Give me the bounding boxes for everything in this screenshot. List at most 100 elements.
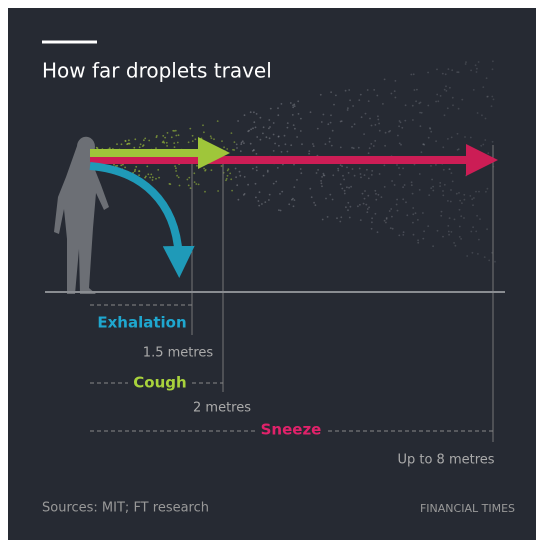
droplet xyxy=(269,107,272,110)
droplet xyxy=(363,133,365,136)
droplet xyxy=(203,131,205,134)
droplet xyxy=(329,121,332,124)
droplet xyxy=(367,100,370,102)
droplet xyxy=(176,174,179,177)
droplet xyxy=(367,152,370,155)
droplet xyxy=(451,96,454,99)
droplet xyxy=(479,218,481,221)
droplet xyxy=(427,225,430,228)
droplet xyxy=(203,142,206,145)
droplet xyxy=(143,139,145,142)
droplet xyxy=(250,128,253,131)
droplet xyxy=(352,105,354,107)
droplet xyxy=(255,169,258,172)
droplet xyxy=(371,217,373,220)
droplet xyxy=(243,114,246,117)
droplet xyxy=(488,259,491,262)
droplet xyxy=(374,212,377,215)
droplet xyxy=(482,86,485,88)
droplet xyxy=(348,89,351,91)
source: Sources: MIT; FT research xyxy=(42,501,209,516)
droplet xyxy=(328,137,331,140)
droplet xyxy=(403,184,406,186)
droplet xyxy=(113,163,115,166)
droplet xyxy=(446,107,449,110)
droplet xyxy=(282,163,284,166)
droplet xyxy=(435,164,437,166)
droplet xyxy=(256,136,259,138)
droplet xyxy=(453,242,455,244)
droplet xyxy=(412,221,414,224)
droplet xyxy=(193,172,196,175)
droplet xyxy=(474,64,477,67)
droplet xyxy=(266,170,269,173)
droplet xyxy=(336,217,338,220)
droplet xyxy=(293,186,296,189)
droplet xyxy=(331,198,334,201)
droplet xyxy=(423,230,425,233)
droplet xyxy=(346,166,348,169)
droplet xyxy=(492,60,494,63)
droplet xyxy=(370,227,373,230)
droplet xyxy=(350,185,352,188)
droplet xyxy=(149,176,152,179)
droplet xyxy=(400,143,402,146)
droplet xyxy=(240,141,243,144)
droplet xyxy=(296,179,298,181)
droplet xyxy=(272,122,275,124)
droplet xyxy=(465,174,467,177)
droplet xyxy=(277,114,280,117)
droplet xyxy=(436,229,439,232)
droplet xyxy=(363,174,366,177)
droplet xyxy=(337,169,340,172)
droplet xyxy=(255,166,258,169)
droplet xyxy=(187,141,190,144)
droplet xyxy=(241,140,244,143)
droplet xyxy=(385,221,387,224)
droplet xyxy=(412,213,415,216)
droplet xyxy=(377,118,380,121)
droplet xyxy=(332,174,335,177)
droplet xyxy=(116,164,119,167)
droplet xyxy=(448,168,451,171)
droplet xyxy=(482,143,485,146)
droplet xyxy=(478,190,480,193)
droplet xyxy=(411,104,414,107)
droplet xyxy=(288,203,291,206)
droplet xyxy=(383,219,386,222)
droplet xyxy=(235,143,238,146)
droplet xyxy=(280,151,283,153)
droplet xyxy=(367,194,370,197)
droplet xyxy=(255,153,258,155)
droplet xyxy=(210,137,213,140)
droplet xyxy=(124,140,127,143)
exhalation-label: Exhalation xyxy=(97,314,186,332)
droplet xyxy=(375,198,378,201)
droplet xyxy=(485,190,487,193)
droplet xyxy=(375,193,377,195)
droplet xyxy=(420,151,423,154)
droplet xyxy=(321,176,323,178)
droplet xyxy=(224,150,226,153)
droplet xyxy=(300,172,303,175)
droplet xyxy=(313,201,315,204)
droplet xyxy=(364,190,366,192)
droplet xyxy=(342,174,344,177)
droplet xyxy=(374,140,377,142)
droplet xyxy=(461,98,464,101)
droplet xyxy=(416,88,418,91)
droplet xyxy=(447,230,450,233)
droplet xyxy=(366,168,368,171)
droplet xyxy=(412,233,415,236)
droplet xyxy=(283,134,286,137)
droplet xyxy=(186,178,189,181)
droplet xyxy=(445,90,448,92)
droplet xyxy=(317,169,319,171)
droplet xyxy=(193,181,196,184)
droplet xyxy=(366,89,369,91)
droplet xyxy=(237,120,240,122)
droplet xyxy=(476,112,479,114)
droplet xyxy=(230,132,233,135)
droplet xyxy=(451,180,454,183)
droplet xyxy=(277,135,280,138)
